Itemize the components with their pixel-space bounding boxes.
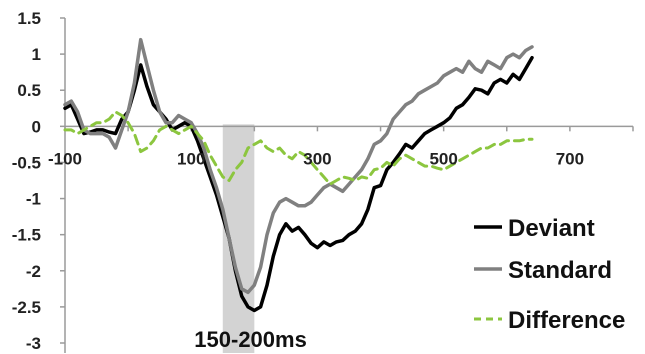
y-tick-label: 1 — [32, 45, 41, 64]
x-tick-label: -100 — [48, 149, 82, 168]
x-tick-label: 700 — [556, 149, 584, 168]
y-tick-label: -2.5 — [12, 298, 41, 317]
y-tick-label: 1.5 — [17, 9, 41, 28]
legend-label-difference: Difference — [508, 307, 625, 334]
highlight-window-label: 150-200ms — [194, 327, 307, 352]
series-lines — [63, 37, 534, 313]
y-tick-label: -1.5 — [12, 226, 41, 245]
tick-labels: 1.5 1 0.5 0 -0.5 -1 -1.5 -2 -2.5 -3 -100 100 300 500 7… — [12, 9, 584, 353]
series-line-difference — [63, 110, 534, 186]
x-tick-label: 500 — [429, 149, 457, 168]
y-tick-label: 0.5 — [17, 81, 41, 100]
y-tick-label: -1 — [26, 190, 41, 209]
series-line-deviant — [63, 55, 534, 313]
y-tick-label: -3 — [26, 334, 41, 353]
y-tick-label: 0 — [32, 117, 41, 136]
x-tick-label: 300 — [303, 149, 331, 168]
series-line-standard — [63, 37, 534, 295]
legend-label-standard: Standard — [508, 257, 612, 284]
axes — [60, 17, 634, 353]
y-tick-label: -0.5 — [12, 153, 41, 172]
y-tick-label: -2 — [26, 262, 41, 281]
x-tick-label: 100 — [177, 149, 205, 168]
legend-label-deviant: Deviant — [508, 215, 595, 242]
legend: Deviant Standard Difference — [474, 215, 625, 334]
